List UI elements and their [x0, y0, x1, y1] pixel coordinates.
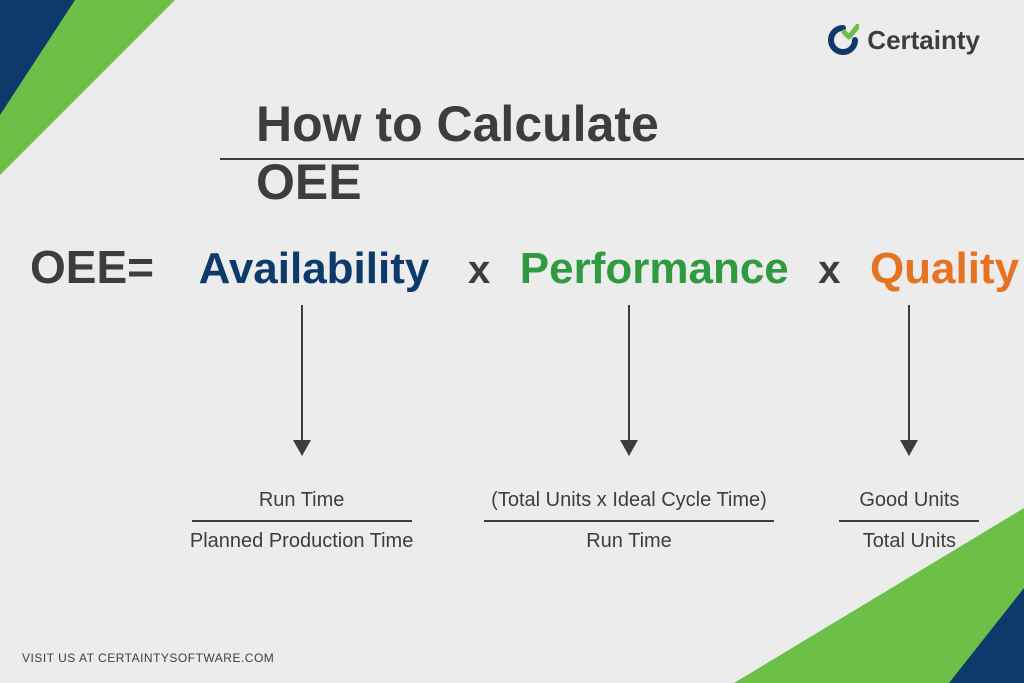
factor-quality: Quality	[855, 244, 1024, 294]
performance-denominator: Run Time	[582, 522, 676, 561]
availability-column: Run Time Planned Production Time	[170, 305, 433, 561]
quality-fraction: Good Units Total Units	[839, 481, 979, 561]
down-arrow-icon	[301, 305, 303, 455]
formula-lhs: OEE=	[30, 240, 174, 294]
corner-accent-bottom-right-navy	[949, 588, 1024, 683]
availability-fraction: Run Time Planned Production Time	[186, 481, 417, 561]
certainty-logo-icon	[827, 24, 859, 56]
factor-availability: Availability	[174, 244, 454, 294]
performance-fraction: (Total Units x Ideal Cycle Time) Run Tim…	[484, 481, 774, 561]
performance-numerator: (Total Units x Ideal Cycle Time)	[487, 481, 771, 520]
down-arrow-icon	[628, 305, 630, 455]
down-arrow-icon	[908, 305, 910, 455]
quality-column: Good Units Total Units	[825, 305, 994, 561]
oee-formula-row: OEE= Availability x Performance x Qualit…	[0, 240, 1024, 294]
factor-performance: Performance	[504, 244, 804, 294]
corner-accent-top-left-navy	[0, 0, 75, 115]
factor-breakdown-columns: Run Time Planned Production Time (Total …	[0, 305, 1024, 561]
brand-logo: Certainty	[827, 24, 980, 56]
footer-text: VISIT US AT CERTAINTYSOFTWARE.COM	[22, 651, 274, 665]
performance-column: (Total Units x Ideal Cycle Time) Run Tim…	[484, 305, 774, 561]
availability-denominator: Planned Production Time	[186, 522, 417, 561]
page-title: How to Calculate OEE	[256, 95, 768, 211]
brand-logo-text: Certainty	[867, 25, 980, 56]
multiply-symbol: x	[804, 248, 854, 293]
title-underline	[220, 158, 1024, 160]
availability-numerator: Run Time	[255, 481, 349, 520]
multiply-symbol: x	[454, 248, 504, 293]
quality-numerator: Good Units	[855, 481, 963, 520]
quality-denominator: Total Units	[859, 522, 960, 561]
